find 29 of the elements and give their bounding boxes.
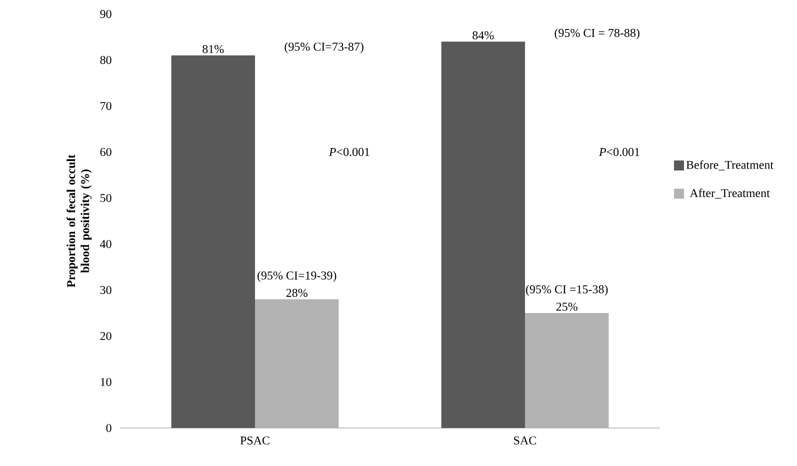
y-tick-label: 70: [100, 102, 112, 110]
y-tick-label: 50: [100, 194, 112, 202]
y-tick-label: 30: [100, 286, 112, 294]
annotation: P<0.001: [598, 148, 640, 156]
bar: [525, 313, 609, 428]
data-label: 28%: [286, 288, 308, 297]
data-label: 25%: [556, 302, 578, 311]
y-tick-label: 0: [106, 424, 112, 432]
y-tick-label: 40: [100, 240, 112, 248]
y-axis-title: Proportion of fecal occult blood positivity (%): [66, 154, 92, 288]
annotation: (95% CI = 78-88): [554, 28, 640, 40]
y-tick-label: 60: [100, 148, 112, 156]
annotation: (95% CI =15-38): [526, 284, 608, 296]
data-label: 81%: [202, 45, 224, 54]
y-tick-label: 10: [100, 378, 112, 386]
legend-label: After_Treatment: [690, 188, 770, 199]
annotation: P<0.001: [328, 148, 370, 156]
x-tick-label: SAC: [514, 436, 536, 445]
y-tick-label: 90: [100, 10, 112, 18]
legend-label: Before_Treatment: [686, 160, 774, 170]
y-tick-label: 20: [100, 332, 112, 340]
annotation: (95% CI=19-39): [258, 271, 336, 282]
bar: [171, 55, 256, 428]
y-tick-label: 80: [100, 56, 112, 64]
bar: [255, 299, 339, 428]
bar: [441, 42, 526, 428]
data-label: 84%: [472, 31, 494, 40]
annotation: (95% CI=73-87): [284, 42, 364, 54]
x-tick-label: PSAC: [240, 436, 270, 445]
